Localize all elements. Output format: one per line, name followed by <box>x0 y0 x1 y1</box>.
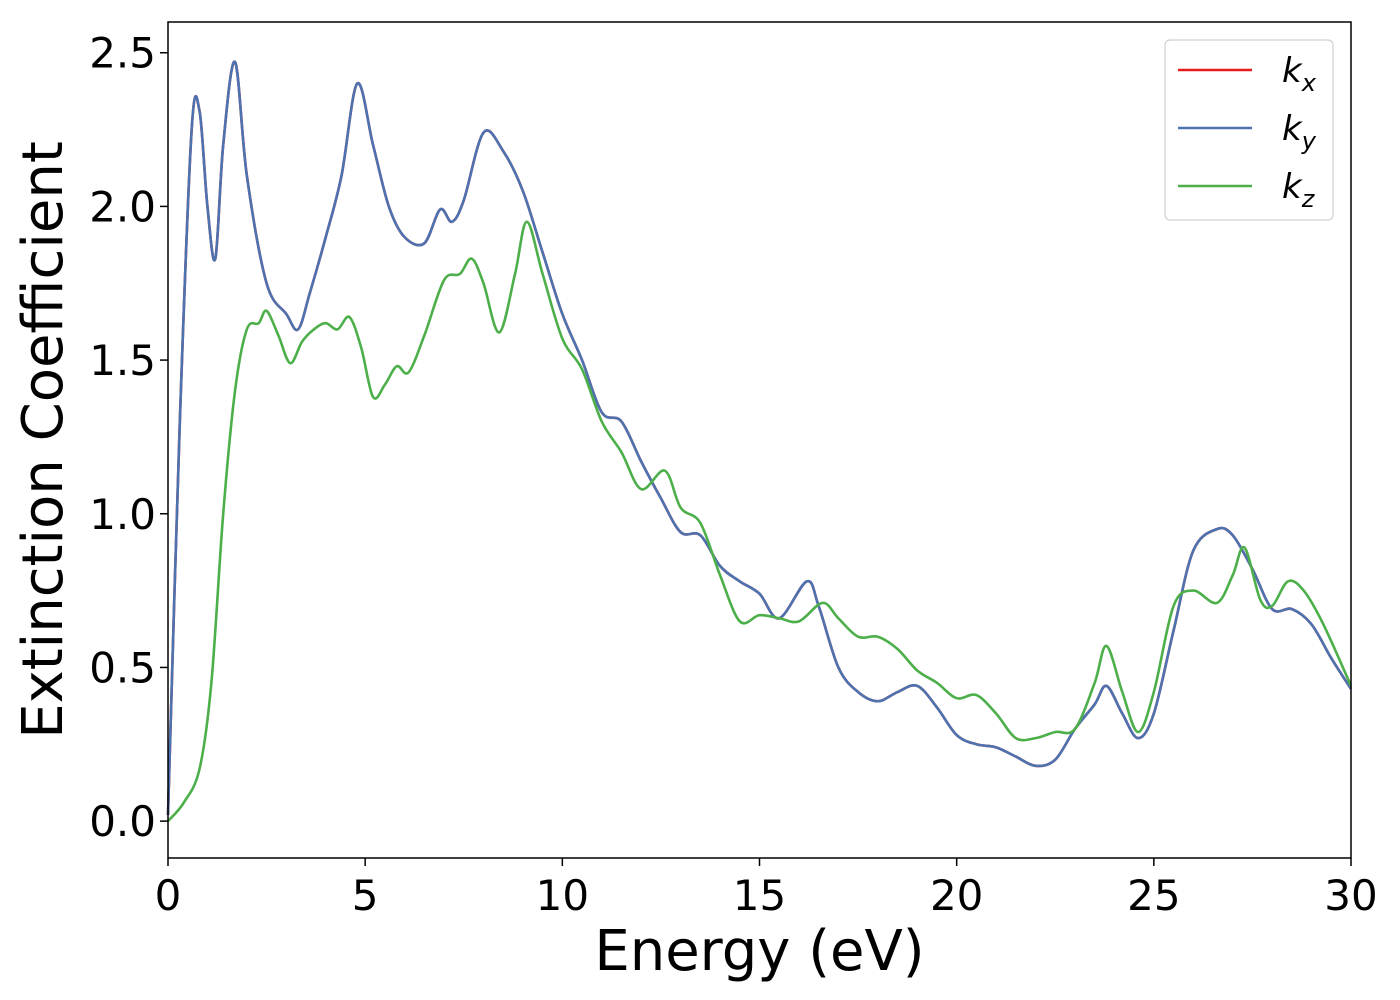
legend-label-base: k <box>1282 109 1303 149</box>
legend-label-k-z: kz <box>1282 167 1316 213</box>
legend-box <box>1164 39 1334 221</box>
series-layer <box>166 60 1353 822</box>
series-line-k-y <box>166 60 1353 816</box>
x-tick-label: 15 <box>733 871 786 920</box>
legend-label-subscript: y <box>1301 127 1317 155</box>
x-axis-title: Energy (eV) <box>594 919 924 984</box>
legend-label-base: k <box>1282 51 1303 91</box>
y-tick-label: 1.5 <box>89 336 156 385</box>
x-axis-ticks: 0 5 10 15 20 25 30 <box>155 858 1378 920</box>
y-axis-title: Extinction Coefficient <box>11 141 76 739</box>
x-tick-label: 20 <box>930 871 983 920</box>
x-tick-label: 10 <box>536 871 589 920</box>
legend-label-subscript: z <box>1301 185 1316 213</box>
y-tick-label: 1.0 <box>89 490 156 539</box>
legend-label-k-x: kx <box>1282 51 1317 97</box>
y-tick-label: 0.0 <box>89 797 156 846</box>
x-tick-label: 0 <box>155 871 182 920</box>
legend-label-subscript: x <box>1301 69 1317 97</box>
legend-label-base: k <box>1282 167 1303 207</box>
legend-label-k-y: ky <box>1282 109 1317 155</box>
y-tick-label: 0.5 <box>89 643 156 692</box>
y-tick-label: 2.5 <box>89 29 156 78</box>
x-tick-label: 30 <box>1324 871 1377 920</box>
plot-area-background <box>168 22 1351 858</box>
y-tick-label: 2.0 <box>89 182 156 231</box>
y-axis-ticks: 0.0 0.5 1.0 1.5 2.0 2.5 <box>89 29 168 846</box>
x-tick-label: 5 <box>352 871 379 920</box>
series-line-k-z <box>167 220 1353 822</box>
x-tick-label: 25 <box>1127 871 1180 920</box>
